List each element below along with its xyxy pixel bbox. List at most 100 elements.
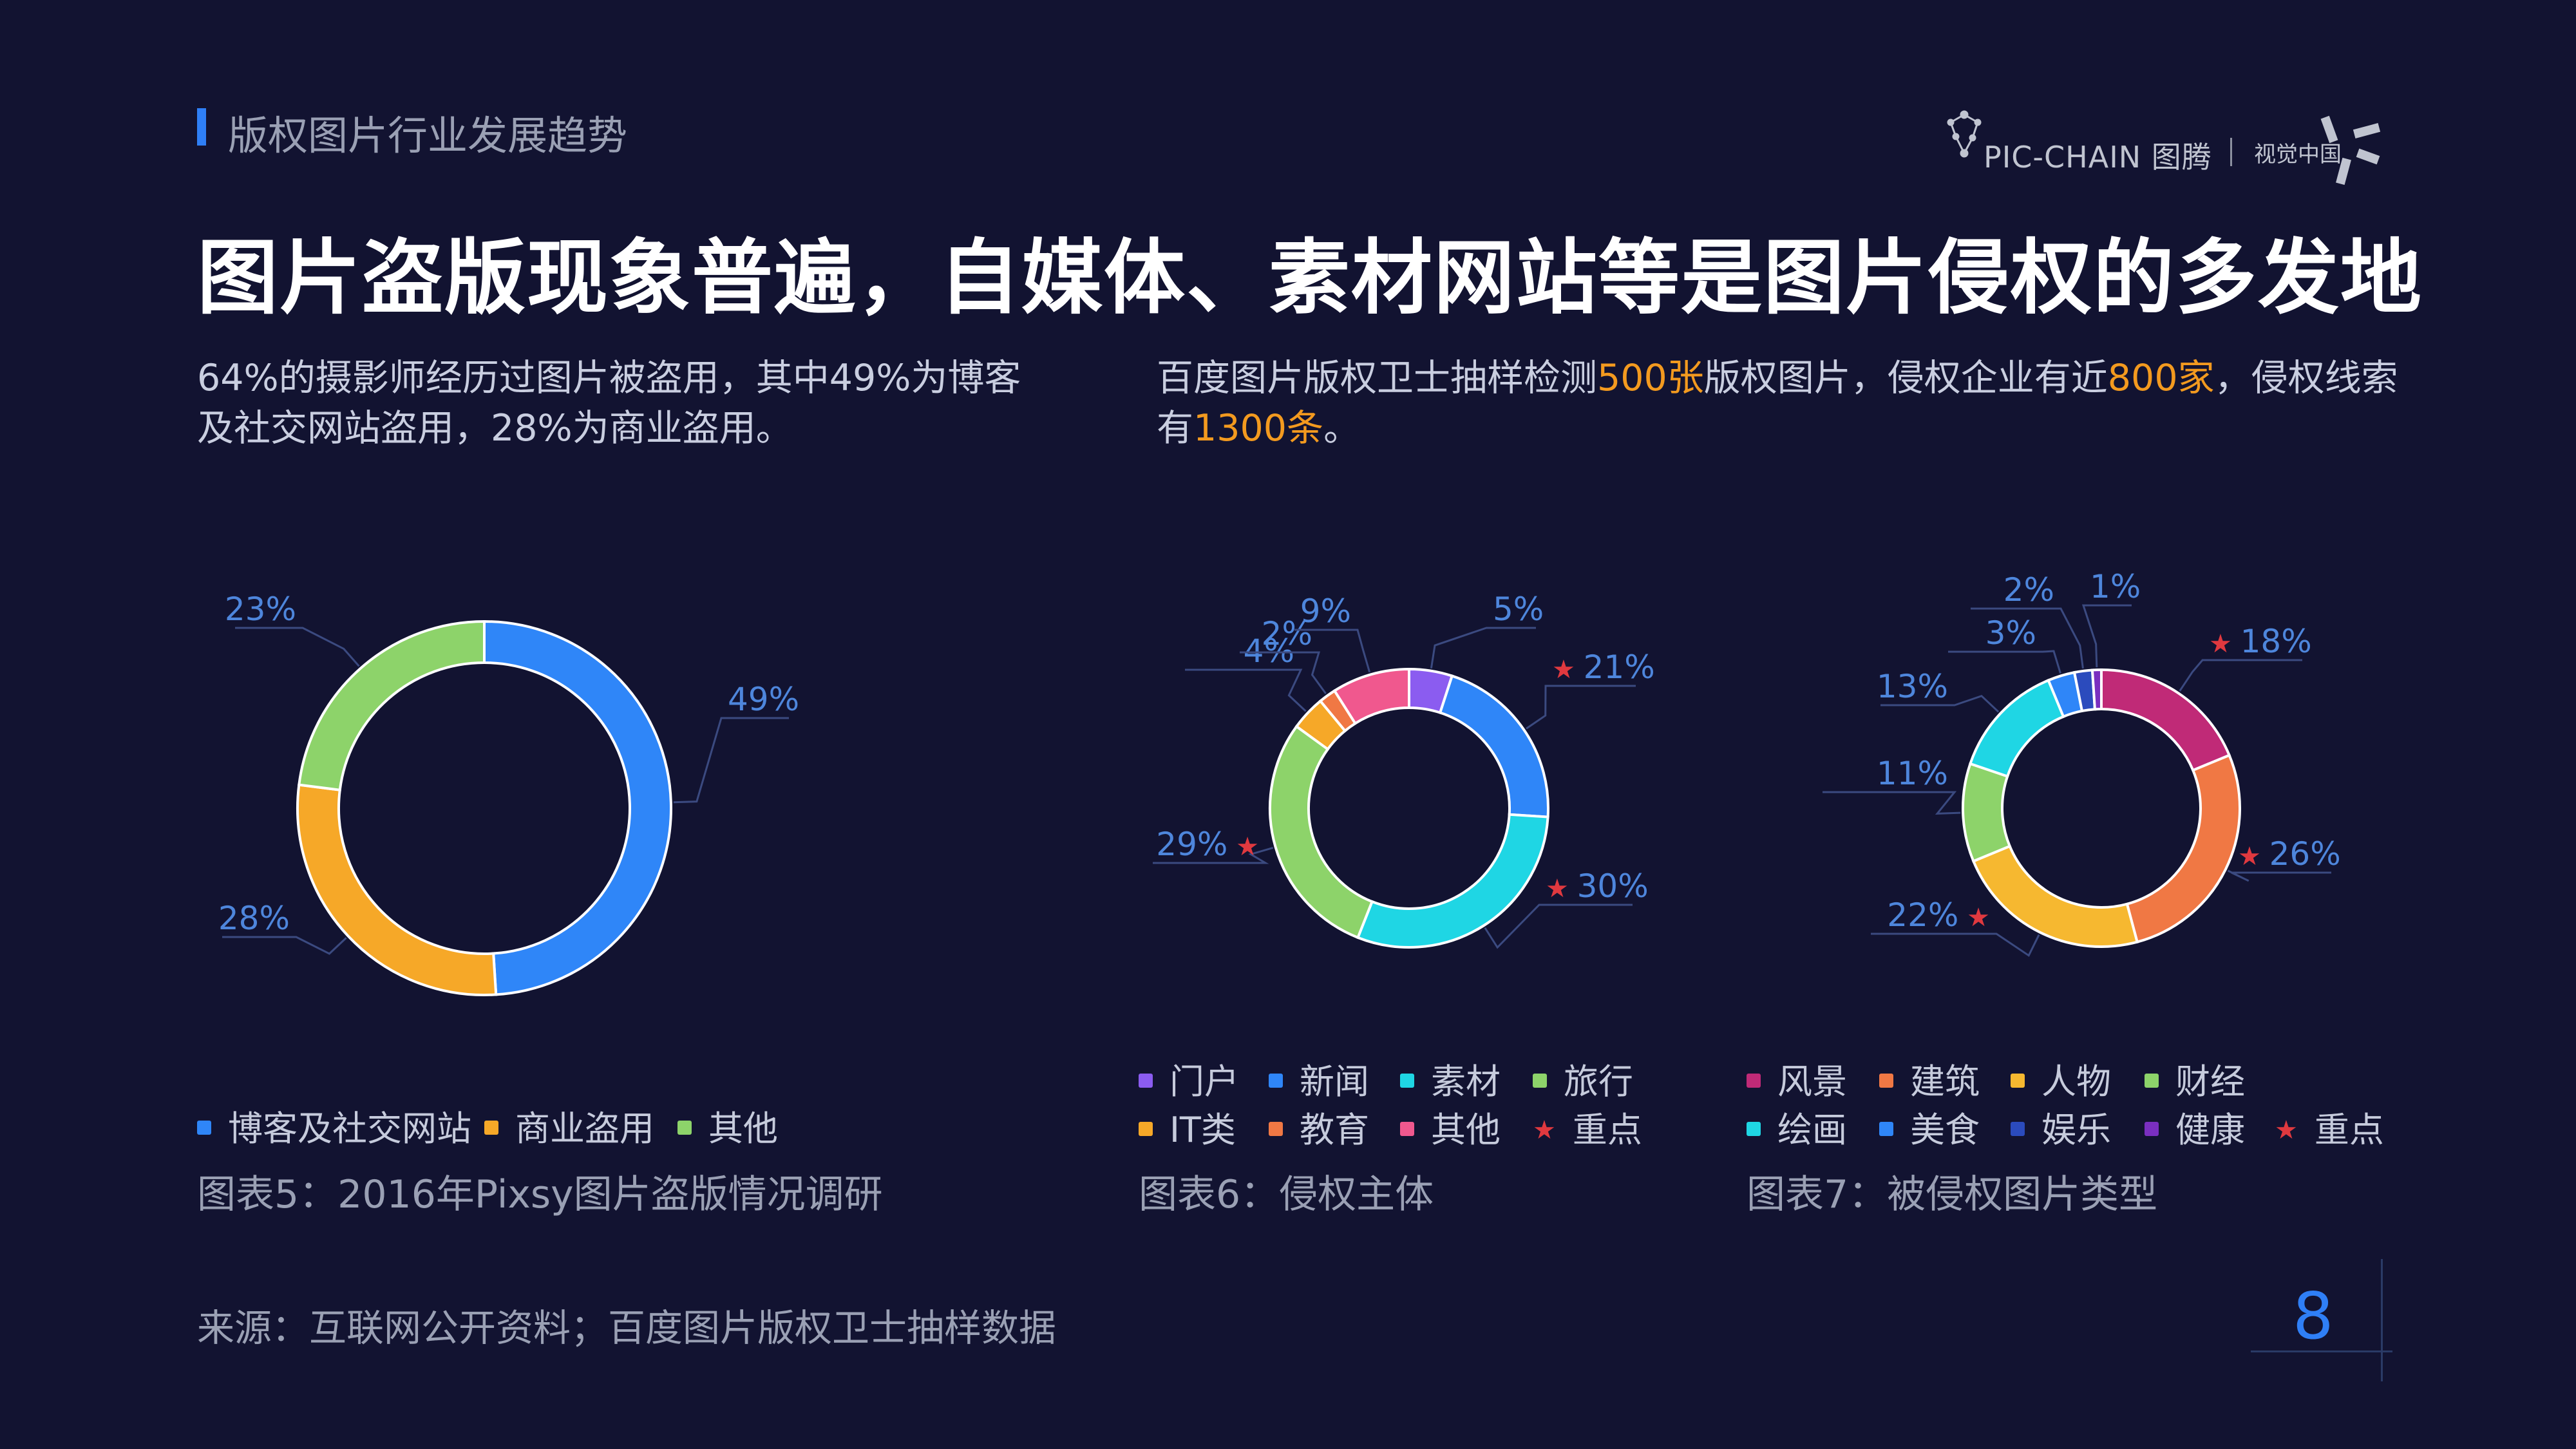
data-label: 13% xyxy=(1877,668,1948,705)
data-label: 23% xyxy=(225,591,296,628)
legend-label: 人物 xyxy=(2041,1061,2111,1102)
legend-item-key: ★ 重点 xyxy=(1533,1101,1642,1152)
legend-label: 美食 xyxy=(1910,1110,1980,1150)
legend-item: 素材 xyxy=(1400,1053,1501,1104)
legend-swatch xyxy=(1747,1074,1761,1088)
legend-label: 娱乐 xyxy=(2041,1110,2111,1150)
data-label: ★ 26% xyxy=(2238,835,2341,873)
leader-line xyxy=(1240,651,1327,694)
star-icon: ★ xyxy=(2238,842,2269,871)
legend-label: 重点 xyxy=(1572,1110,1642,1150)
legend-swatch xyxy=(1747,1122,1761,1137)
chart-7-donut: ★ 18% ★ 26% 22% ★ 11% 13% 3% 2% 1% xyxy=(1823,568,2341,957)
data-label: ★ 18% xyxy=(2209,623,2312,660)
legend-item: 绘画 xyxy=(1747,1101,1847,1152)
legend-label: 其他 xyxy=(1431,1110,1501,1150)
data-label-value: 1% xyxy=(2090,568,2141,605)
data-label: 22% ★ xyxy=(1887,896,1990,934)
data-label: 29% ★ xyxy=(1156,826,1259,863)
legend-label: 教育 xyxy=(1300,1110,1369,1150)
data-label: ★ 21% xyxy=(1552,649,1655,686)
data-label-value: 2% xyxy=(2003,571,2054,609)
data-label: 9% xyxy=(1300,592,1351,630)
leader-line xyxy=(1294,629,1371,673)
data-label: 2% xyxy=(1262,615,1312,652)
highlight-1300: 1300条 xyxy=(1193,407,1324,450)
data-label: ★ 30% xyxy=(1546,867,1649,905)
caption-chart7: 图表7：被侵权图片类型 xyxy=(1747,1172,2158,1217)
slice-其他 xyxy=(1332,667,1410,726)
page-headline: 图片盗版现象普遍，自媒体、素材网站等是图片侵权的多发地 xyxy=(197,231,2423,325)
legend-label: 绘画 xyxy=(1777,1110,1847,1150)
legend-label: 新闻 xyxy=(1300,1061,1369,1102)
legend-label: 重点 xyxy=(2314,1110,2384,1150)
page-number: 8 xyxy=(2293,1278,2334,1354)
leader-line xyxy=(1823,791,1961,815)
source-note: 来源：互联网公开资料；百度图片版权卫士抽样数据 xyxy=(197,1306,1057,1350)
star-icon: ★ xyxy=(1546,874,1577,904)
right-desc-text-2: 版权图片，侵权企业有近 xyxy=(1703,357,2108,399)
right-description: 百度图片版权卫士抽样检测500张版权图片，侵权企业有近800家，侵权线索有130… xyxy=(1157,353,2419,453)
data-label: 11% xyxy=(1877,755,1948,792)
legend-item: 其他 xyxy=(677,1100,778,1151)
legend-label: 门户 xyxy=(1170,1061,1239,1102)
right-desc-text-3: ，侵权线索有 xyxy=(1157,357,2398,450)
slice-其他 xyxy=(298,620,486,791)
legend-swatch xyxy=(1269,1074,1283,1088)
data-label-value: 3% xyxy=(1985,614,2036,652)
leader-line xyxy=(1526,685,1636,730)
slice-绘画 xyxy=(1968,678,2065,779)
star-icon: ★ xyxy=(1533,1115,1556,1145)
slice-素材 xyxy=(1356,813,1549,949)
data-label-value: 29% xyxy=(1156,826,1227,863)
highlight-500: 500张 xyxy=(1597,357,1704,399)
pic-chain-logo-icon xyxy=(1947,110,1982,158)
visual-china-logo-text: 视觉中国 xyxy=(2254,142,2342,167)
leader-line xyxy=(1185,668,1307,712)
legend-item: 新闻 xyxy=(1269,1053,1369,1104)
slice-健康 xyxy=(2090,668,2103,711)
star-icon: ★ xyxy=(2209,629,2240,659)
leader-line xyxy=(235,627,360,667)
logo-divider xyxy=(2230,138,2232,166)
data-label: 4% xyxy=(1244,632,1294,670)
data-label-value: 49% xyxy=(728,681,799,718)
leader-line xyxy=(673,717,789,804)
leader-line xyxy=(222,936,347,955)
leader-line xyxy=(2081,604,2132,668)
legend-label: 健康 xyxy=(2175,1110,2245,1150)
page-number-decor-vertical xyxy=(2381,1259,2383,1381)
data-label-value: 9% xyxy=(1300,592,1351,630)
legend-swatch xyxy=(1139,1122,1153,1137)
data-label: 3% xyxy=(1985,614,2036,652)
data-label-value: 2% xyxy=(1262,615,1312,652)
star-icon: ★ xyxy=(1552,655,1584,685)
section-title: 版权图片行业发展趋势 xyxy=(228,112,628,159)
chart-5-donut: 49% 28% 23% xyxy=(218,591,799,996)
legend-swatch xyxy=(197,1121,211,1135)
data-label-value: 22% xyxy=(1887,896,1958,934)
leader-line xyxy=(1871,933,2040,957)
legend-item: 旅行 xyxy=(1533,1053,1633,1104)
legend-label: 建筑 xyxy=(1910,1061,1980,1102)
leader-line xyxy=(1153,846,1274,864)
legend-item: IT类 xyxy=(1139,1101,1236,1152)
leader-line xyxy=(1430,627,1536,668)
data-label-value: 11% xyxy=(1877,755,1948,792)
legend-swatch xyxy=(2145,1074,2159,1088)
slice-新闻 xyxy=(1438,674,1549,819)
caption-chart5: 图表5：2016年Pixsy图片盗版情况调研 xyxy=(197,1172,883,1217)
slice-人物 xyxy=(1971,844,2139,948)
legend-label: 风景 xyxy=(1777,1061,1847,1102)
legend-item: 财经 xyxy=(2145,1053,2245,1104)
star-icon: ★ xyxy=(1227,832,1259,862)
data-label: 5% xyxy=(1493,591,1544,628)
leader-line xyxy=(2179,659,2302,692)
data-label-value: 4% xyxy=(1244,632,1294,670)
legend-label: 商业盗用 xyxy=(515,1108,654,1149)
legend-swatch xyxy=(484,1121,498,1135)
slice-商业盗用 xyxy=(296,783,498,996)
leader-line xyxy=(1880,694,2000,713)
legend-swatch xyxy=(2145,1122,2159,1137)
data-label-value: 5% xyxy=(1493,591,1544,628)
